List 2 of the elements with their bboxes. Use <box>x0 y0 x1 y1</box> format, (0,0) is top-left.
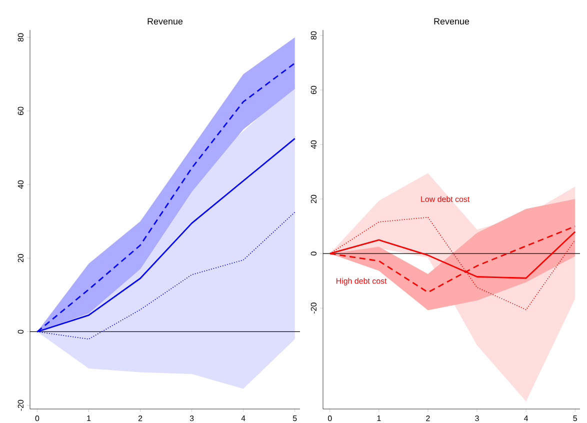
chart-title: Revenue <box>148 18 183 24</box>
chart-title: Revenue <box>434 18 470 24</box>
